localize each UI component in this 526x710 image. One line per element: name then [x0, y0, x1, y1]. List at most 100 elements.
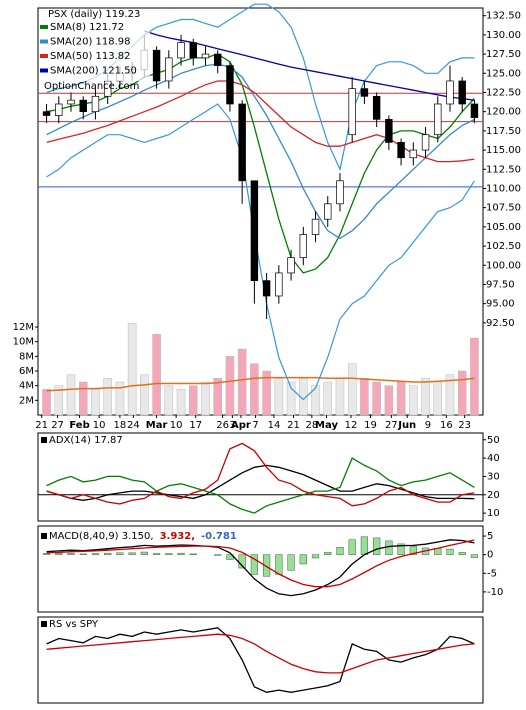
- x-tick-label: 27: [385, 420, 398, 431]
- line: [46, 376, 475, 392]
- title-swatch: [41, 437, 47, 443]
- candle-body: [421, 134, 430, 151]
- candle-body: [348, 88, 356, 136]
- y-tick-label: -10: [487, 587, 503, 598]
- volume-bar: [274, 378, 284, 416]
- volume-bar: [262, 370, 271, 416]
- volume-bar: [421, 378, 430, 416]
- title-part: MACD(8,40,9) 3.150,: [49, 531, 154, 542]
- line: [46, 627, 475, 693]
- histogram-bar: [128, 552, 136, 555]
- y-tick-label: 2M: [19, 395, 34, 406]
- volume-bar: [335, 378, 345, 416]
- y-tick-label: 97.50: [486, 279, 515, 290]
- candle-body: [336, 180, 344, 205]
- panel-frame: [37, 7, 484, 416]
- title-part: -0.781: [201, 531, 237, 542]
- line: [46, 464, 475, 501]
- x-tick-label: 28: [305, 420, 318, 431]
- candle-body: [262, 280, 271, 297]
- x-tick-label: Apr: [231, 420, 251, 431]
- histogram-bar: [214, 554, 222, 556]
- candle-body: [152, 49, 161, 82]
- volume-bar: [127, 323, 137, 416]
- y-tick-label: 8M: [19, 351, 34, 362]
- histogram-bar: [152, 553, 161, 555]
- y-tick-label: 105.00: [486, 222, 521, 233]
- volume-bar: [103, 378, 112, 416]
- histogram-bar: [263, 554, 271, 577]
- y-tick-label: 132.50: [486, 11, 521, 22]
- y-tick-label: 5: [487, 531, 493, 542]
- candle-body: [42, 111, 51, 116]
- candle-body: [67, 99, 75, 105]
- histogram-bar: [324, 552, 332, 555]
- volume-bar: [42, 389, 51, 416]
- x-tick-label: May: [315, 420, 338, 431]
- histogram-bar: [348, 539, 356, 555]
- x-tick-label: Mar: [146, 420, 168, 431]
- y-tick-label: 107.50: [486, 203, 521, 214]
- x-tick-label: 12: [345, 420, 358, 431]
- x-tick-label: 16: [440, 420, 453, 431]
- volume-bar: [311, 385, 320, 416]
- candle-body: [55, 103, 63, 116]
- candle-body: [385, 118, 393, 143]
- volume-bar: [176, 389, 186, 416]
- x-tick-label: 21: [35, 420, 48, 431]
- volume-bar: [372, 381, 381, 416]
- histogram-bar: [250, 554, 258, 575]
- legend-swatch: [40, 39, 48, 44]
- volume-bar: [433, 381, 443, 416]
- y-tick-label: 110.00: [486, 183, 521, 194]
- histogram-bar: [287, 554, 295, 571]
- title-swatch: [41, 533, 47, 539]
- candle-body: [275, 272, 283, 297]
- y-tick-label: 4M: [19, 381, 34, 392]
- candle-body: [177, 42, 185, 59]
- y-tick-label: 0: [487, 550, 493, 561]
- y-tick-label: 125.00: [486, 68, 521, 79]
- candle-body: [91, 95, 100, 113]
- y-tick-label: 40: [487, 453, 500, 464]
- volume-bar: [188, 385, 198, 416]
- candle-body: [470, 103, 479, 118]
- chart-title: PSX (daily) 119.23: [48, 9, 140, 20]
- x-tick-label: Jun: [397, 420, 416, 431]
- y-tick-label: 6M: [19, 366, 34, 377]
- legend-label: SMA(200) 121.50: [50, 66, 137, 77]
- candle-body: [372, 95, 381, 120]
- candle-body: [299, 234, 308, 258]
- volume-bar: [409, 385, 418, 416]
- legend-swatch: [40, 68, 48, 73]
- y-tick-label: 100.00: [486, 260, 521, 271]
- x-tick-label: 26: [216, 420, 229, 431]
- volume-bar: [225, 356, 235, 416]
- histogram-bar: [336, 546, 344, 555]
- volume-bar: [91, 389, 100, 416]
- x-tick-label: 7: [252, 420, 258, 431]
- candle-body: [311, 218, 320, 235]
- histogram-bar: [311, 554, 320, 559]
- histogram-bar: [360, 536, 369, 555]
- histogram-bar: [177, 552, 185, 555]
- line: [46, 53, 475, 274]
- volume-bar: [250, 363, 259, 416]
- line: [46, 633, 475, 674]
- volume-bar: [164, 385, 174, 416]
- x-tick-label: 27: [51, 420, 64, 431]
- histogram-bar: [458, 552, 466, 555]
- volume-bar: [201, 381, 210, 416]
- y-tick-label: 120.00: [486, 107, 521, 118]
- candle-body: [434, 103, 442, 136]
- candle-body: [79, 99, 87, 113]
- panel-title: MACD(8,40,9) 3.150, 3.932, -0.781: [49, 531, 237, 542]
- watermark: OptionChance.com: [44, 81, 139, 92]
- volume-bar: [54, 385, 64, 416]
- candle-body: [238, 103, 246, 182]
- y-tick-label: 115.00: [486, 145, 521, 156]
- line: [144, 30, 475, 101]
- line: [46, 103, 475, 401]
- y-tick-label: 102.50: [486, 241, 521, 252]
